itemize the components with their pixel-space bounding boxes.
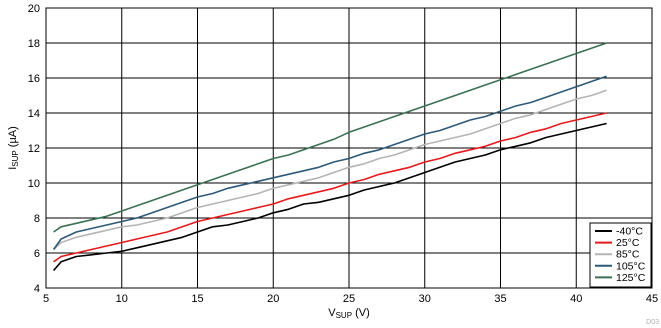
y-tick-label: 14 [28,108,40,120]
x-axis-title: VSUP (V) [328,307,370,320]
plot-frame [45,7,653,289]
x-tick-label: 20 [267,293,279,305]
legend-label-4: 125°C [616,272,646,284]
series-line-3 [52,75,607,250]
y-tick-label: 6 [34,248,40,260]
series-line-2 [53,89,607,251]
x-axis-title-subscript: SUP [336,311,352,320]
x-tick-label: 15 [191,293,203,305]
series-line-4 [53,42,607,233]
x-axis-ticks: 5 10 15 20 25 30 35 40 45 [43,293,658,305]
y-tick-label: 18 [28,38,40,50]
legend-label-0: -40°C [616,226,643,238]
y-axis-title-main: I [7,167,19,170]
grid [46,8,652,288]
legend-label-1: 25°C [616,237,640,249]
y-tick-label: 12 [28,143,40,155]
y-tick-label: 10 [28,178,40,190]
y-axis-title-subscript: SUP [11,150,20,166]
y-tick-label: 4 [34,283,40,295]
y-axis-title: ISUP (µA) [7,126,20,170]
x-axis-title-unit: (V) [352,307,370,319]
x-tick-label: 40 [570,293,582,305]
x-tick-label: 35 [494,293,506,305]
y-axis-title-unit: (µA) [7,126,19,150]
figure-id-label: D03 [646,319,659,326]
series-line-0 [52,122,607,272]
y-tick-label: 20 [28,3,40,15]
series-line-1 [53,112,607,263]
y-tick-label: 16 [28,73,40,85]
x-tick-label: 5 [43,293,49,305]
series-layer [52,42,607,272]
y-tick-label: 8 [34,213,40,225]
x-axis-title-main: V [328,307,336,319]
y-axis-ticks: 4 6 8 10 12 14 16 18 20 [28,3,40,295]
legend-label-3: 105°C [616,260,646,272]
legend-label-2: 85°C [616,249,640,261]
x-tick-label: 25 [343,293,355,305]
x-tick-label: 30 [419,293,431,305]
x-tick-label: 10 [116,293,128,305]
x-tick-label: 45 [646,293,658,305]
